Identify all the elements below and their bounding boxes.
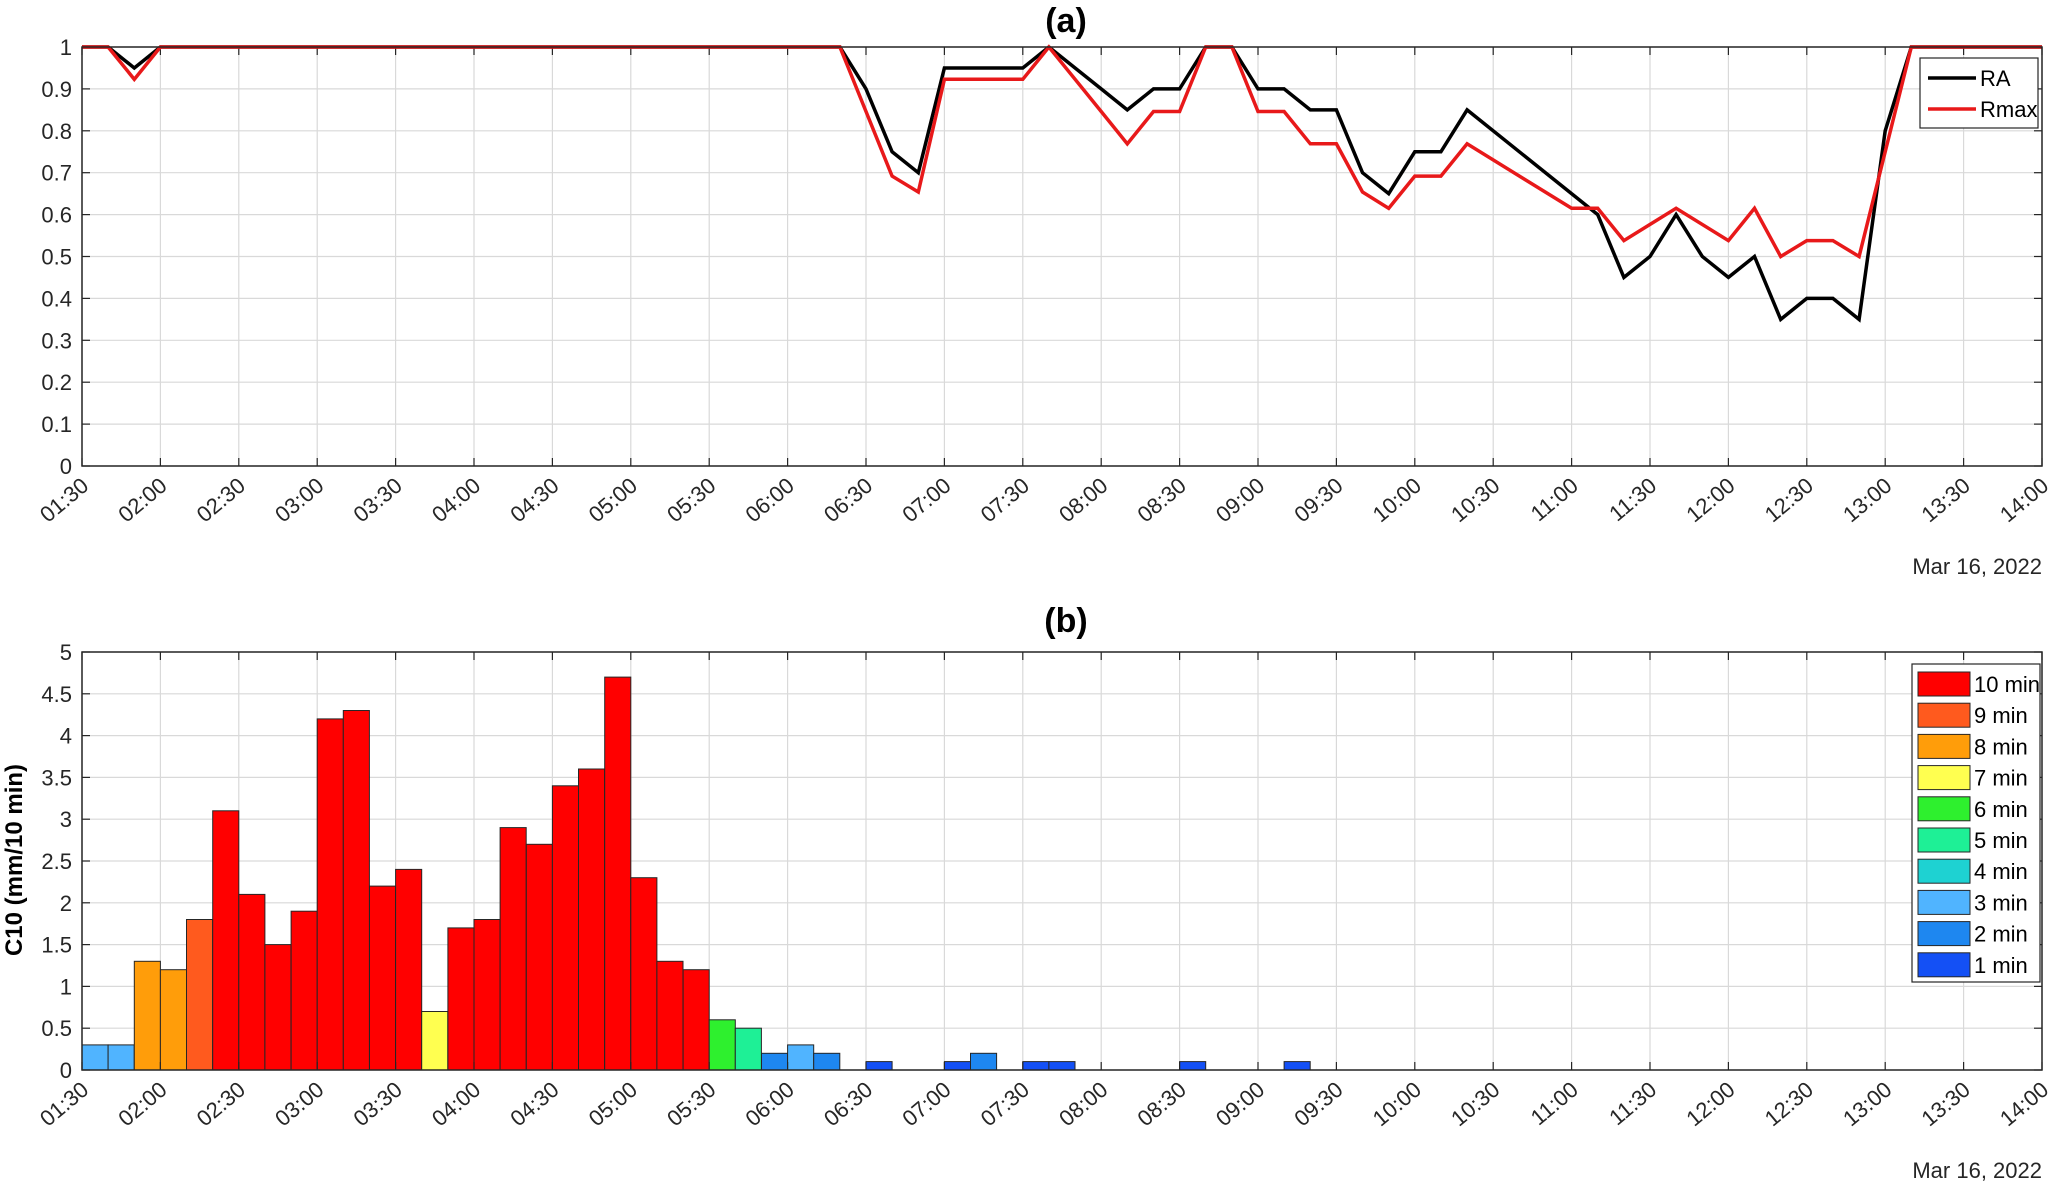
bar [186, 919, 214, 1071]
legend-label: 8 min [1974, 734, 2028, 759]
legend-label: 5 min [1974, 828, 2028, 853]
y-tick-label: 3 [60, 807, 72, 832]
bar [708, 1019, 736, 1071]
bar [133, 960, 161, 1071]
bar [943, 1061, 972, 1071]
legend-swatch [1917, 796, 1971, 822]
y-tick-label: 1 [60, 974, 72, 999]
legend-swatch [1917, 858, 1971, 884]
bar [761, 1052, 789, 1071]
panel-a-legend: RA Rmax [1919, 57, 2039, 129]
y-tick-label: 0.8 [41, 119, 72, 144]
bar [499, 827, 527, 1071]
bar [1179, 1061, 1207, 1071]
y-tick-label: 4.5 [41, 682, 72, 707]
y-tick-label: 0.4 [41, 286, 72, 311]
legend-label: Rmax [1980, 97, 2037, 122]
bar [473, 919, 501, 1071]
bar [630, 877, 658, 1071]
panel-a-date-label: Mar 16, 2022 [1912, 554, 2042, 579]
bar [342, 710, 370, 1071]
panel-a-grid [81, 46, 2043, 467]
bar [316, 718, 344, 1071]
y-tick-label: 0 [60, 1058, 72, 1083]
bar [238, 893, 266, 1071]
bar [551, 785, 580, 1071]
legend-swatch [1917, 921, 1971, 947]
y-tick-label: 2 [60, 891, 72, 916]
y-tick-label: 0.9 [41, 77, 72, 102]
legend-label: RA [1980, 66, 2011, 91]
bar [81, 1044, 109, 1071]
legend-label: 3 min [1974, 890, 2028, 915]
legend-label: 7 min [1974, 766, 2028, 791]
panel-b-bars [81, 676, 1311, 1071]
bar [395, 868, 423, 1071]
panel-a-axes-box [81, 46, 2043, 467]
bar [290, 910, 318, 1071]
bar [734, 1027, 762, 1071]
legend-swatch [1917, 702, 1971, 728]
legend-swatch [1917, 733, 1971, 759]
panel-b-y-ticks: 0 0.5 1 1.5 2 2.5 3 3.5 4 4.5 5 [41, 640, 2042, 1083]
bar [656, 960, 684, 1071]
series-line-ra [82, 44, 2042, 323]
bar [212, 810, 240, 1071]
legend-swatch [1917, 952, 1971, 978]
bar [1022, 1061, 1050, 1071]
legend-box [1919, 57, 2039, 129]
bar [787, 1044, 815, 1071]
panel-b-title: (b) [1044, 602, 1087, 640]
legend-swatch [1917, 827, 1971, 853]
series-line-rmax [82, 44, 2042, 260]
legend-label: 1 min [1974, 953, 2028, 978]
y-tick-label: 0.7 [41, 161, 72, 186]
bar [813, 1052, 841, 1071]
bar [447, 927, 475, 1071]
bar [159, 969, 187, 1071]
legend-label: 10 min [1974, 672, 2040, 697]
bar [1048, 1061, 1076, 1071]
y-tick-label: 0 [60, 454, 72, 479]
panel-b-date-label: Mar 16, 2022 [1912, 1158, 2042, 1183]
bar [107, 1044, 135, 1071]
y-tick-label: 5 [60, 640, 72, 665]
y-tick-label: 0.5 [41, 245, 72, 270]
panel-b-y-axis-label: C10 (mm/10 min) [1, 764, 28, 956]
y-tick-label: 0.1 [41, 412, 72, 437]
bar [682, 969, 710, 1071]
panel-a-y-ticks: 0 0.1 0.2 0.3 0.4 0.5 0.6 0.7 0.8 0.9 1 [41, 35, 2042, 479]
bar [264, 944, 292, 1071]
y-tick-label: 0.5 [41, 1016, 72, 1041]
bar [525, 843, 553, 1071]
panel-b-axes-box [81, 651, 2043, 1071]
legend-swatch [1917, 765, 1971, 791]
bar [421, 1011, 449, 1071]
panel-b-legend: 10 min 9 min 8 min 7 min 6 min 5 min 4 min 3 mi… [1911, 663, 2041, 983]
panel-a-series [82, 44, 2042, 323]
y-tick-label: 3.5 [41, 765, 72, 790]
y-tick-label: 1 [60, 35, 72, 60]
legend-label: 4 min [1974, 859, 2028, 884]
bar [369, 885, 397, 1071]
y-tick-label: 0.6 [41, 203, 72, 228]
y-tick-label: 4 [60, 724, 72, 749]
bar [865, 1061, 893, 1071]
y-tick-label: 1.5 [41, 933, 72, 958]
legend-label: 2 min [1974, 922, 2028, 947]
bar [604, 676, 632, 1071]
panel-a-title: (a) [1045, 2, 1087, 40]
legend-swatch [1917, 889, 1971, 915]
bar [970, 1052, 998, 1071]
y-tick-label: 0.3 [41, 328, 72, 353]
bar [578, 768, 606, 1071]
bar [1283, 1061, 1311, 1071]
y-tick-label: 0.2 [41, 370, 72, 395]
legend-label: 6 min [1974, 797, 2028, 822]
legend-swatch [1917, 671, 1971, 697]
legend-label: 9 min [1974, 703, 2028, 728]
y-tick-label: 2.5 [41, 849, 72, 874]
